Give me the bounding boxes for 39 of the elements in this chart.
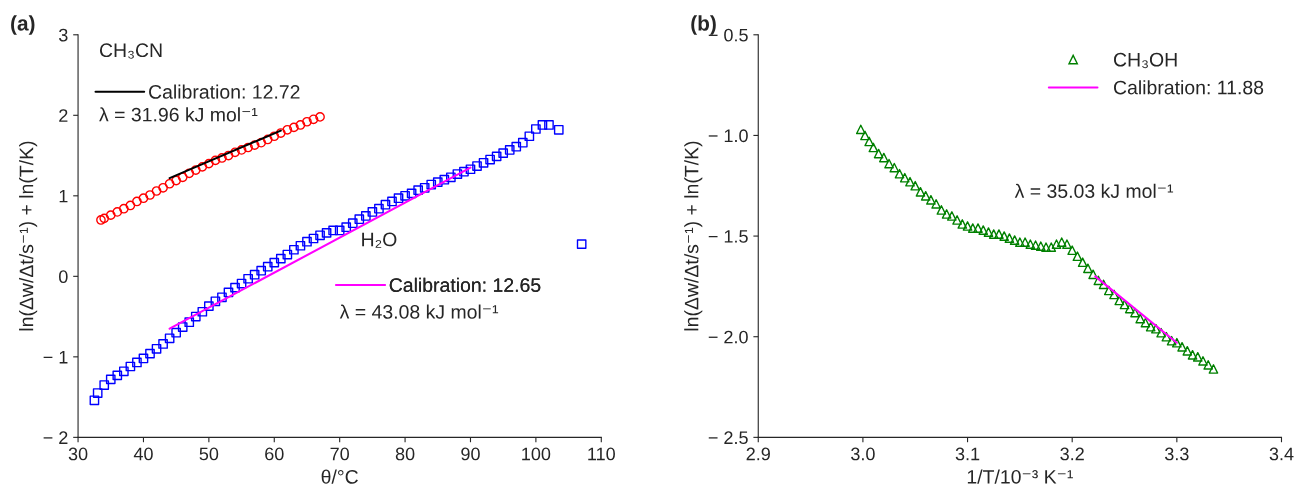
annotation: λ = 43.08 kJ mol⁻¹ (339, 304, 499, 319)
x-tick-label: 90 (461, 447, 480, 461)
x-tick-label: 3.0 (851, 447, 875, 461)
x-tick-label: 70 (330, 447, 350, 461)
x-tick-label: 80 (395, 447, 415, 461)
y-tick-label: − 2 (43, 431, 68, 444)
legend-label: Calibration: 12.65 (389, 277, 541, 293)
x-tick-label: 3.1 (955, 447, 980, 461)
annotation: CH₃CN (99, 43, 162, 59)
legend-label: CH₃OH (1114, 52, 1177, 69)
y-tick-label: − 2.5 (708, 431, 748, 445)
x-tick-label: 3.2 (1060, 447, 1084, 461)
legend-label: Calibration: 11.88 (1114, 80, 1264, 95)
y-tick-label: 3 (58, 28, 68, 42)
x-tick-label: 3.4 (1269, 447, 1294, 461)
y-tick-label: 1 (59, 189, 68, 203)
annotation: H₂O (362, 232, 397, 248)
x-tick-label: 3.3 (1164, 447, 1189, 461)
y-tick-label: − 1.0 (708, 129, 748, 143)
x-tick-label: 2.9 (746, 447, 770, 461)
y-tick-label: 0 (59, 270, 68, 284)
x-axis-title: 1/T/10⁻³ K⁻¹ (967, 469, 1073, 484)
x-tick-label: 50 (199, 447, 219, 461)
x-axis-title: θ/°C (321, 469, 358, 484)
annotation: λ = 31.96 kJ mol⁻¹ (99, 107, 258, 122)
annotation: λ = 35.03 kJ mol⁻¹ (1014, 183, 1174, 199)
x-tick-label: 60 (265, 447, 284, 461)
y-tick-label: − 2.0 (708, 330, 748, 344)
legend-label: Calibration: 12.72 (149, 84, 300, 99)
x-tick-label: 30 (68, 447, 88, 461)
y-tick-label: − 1.5 (708, 230, 748, 243)
x-tick-label: 40 (133, 447, 153, 461)
y-axis-title: ln(Δw/Δt/s⁻¹) + ln(T/K) (19, 141, 38, 331)
y-tick-label: 2 (59, 109, 68, 122)
y-axis-title: ln(Δw/Δt/s⁻¹) + ln(T/K) (684, 141, 703, 331)
y-tick-label: − 1 (43, 350, 68, 364)
x-tick-label: 100 (522, 447, 551, 461)
chart-title: (a) (11, 15, 35, 35)
x-tick-label: 110 (588, 447, 615, 461)
